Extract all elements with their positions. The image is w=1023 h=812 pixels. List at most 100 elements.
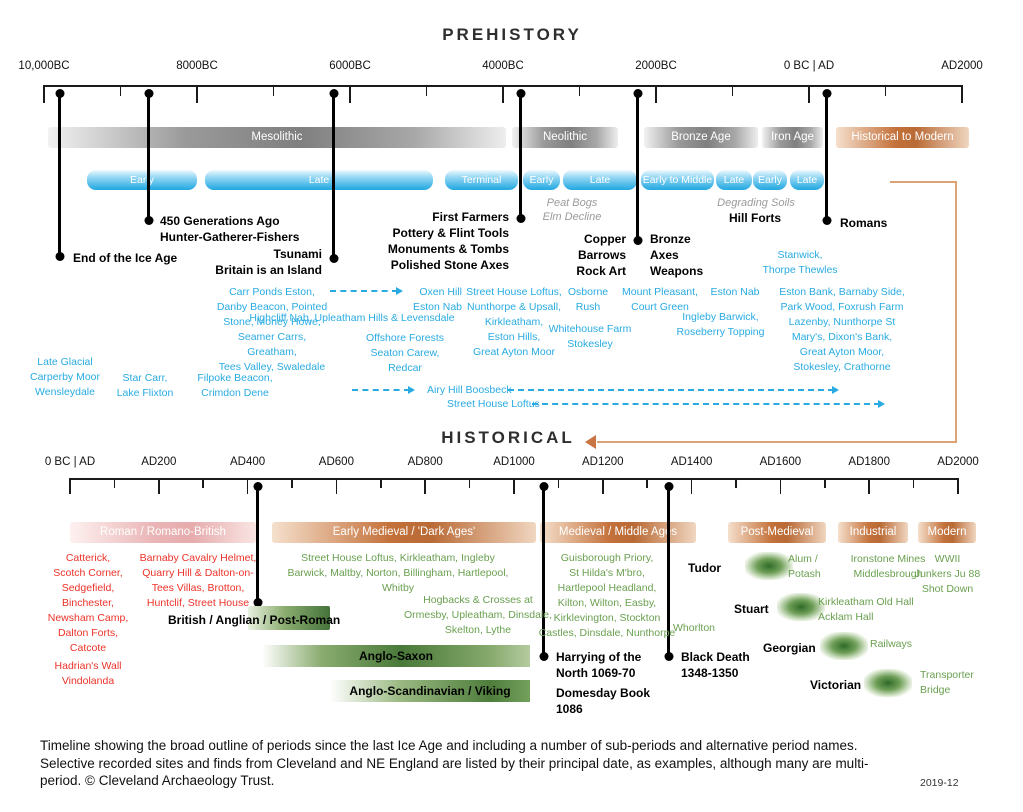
historical-axis-tick (824, 478, 826, 488)
caption-text: Timeline showing the broad outline of pe… (40, 738, 869, 788)
period-bar-roman: Roman / Romano-British (70, 522, 256, 543)
period-bar-historical-to-modern: Historical to Modern (836, 127, 969, 148)
historical-axis-tick (513, 478, 515, 494)
historical-axis-tick (957, 478, 959, 494)
era-label-victorian: Victorian (810, 678, 862, 692)
prehistory-axis-tick (961, 85, 963, 103)
site-label-airy-hill: Airy Hill Boosbeck (427, 384, 512, 396)
site-list-barnaby: Barnaby Cavalry Helmet, Quarry Hill & Da… (139, 552, 257, 609)
historical-axis-tick (779, 478, 782, 494)
historical-axis-tick (246, 478, 249, 494)
event-marker-romans (825, 91, 828, 222)
historical-axis-tick (69, 478, 71, 494)
prehistory-axis-label: 2000BC (635, 60, 677, 72)
historical-axis-tick (646, 478, 648, 488)
historical-axis-label: AD1400 (670, 456, 713, 468)
site-list-whitehouse-farm: Whitehouse Farm Stokesley (548, 323, 632, 350)
site-list-highcliff: Highcliff Nab, Upleatham Hills & Levensd… (249, 312, 455, 324)
period-bar-medieval: Medieval / Middle Ages (540, 522, 696, 543)
site-list-offshore-forests: Offshore Forests Seaton Carew, Redcar (365, 332, 444, 374)
period-bar-post-medieval: Post-Medieval (728, 522, 826, 543)
event-label-first-farmers: First Farmers Pottery & Flint Tools Monu… (387, 210, 509, 272)
period-bar-bronze-age: Bronze Age (644, 127, 758, 148)
dashed-arrow-mesolithic (330, 287, 403, 295)
site-list-hadrians-wall: Hadrian's Wall Vindolanda (54, 660, 122, 687)
connector-right-segment (955, 181, 957, 443)
period-bar-iron-age: Iron Age (762, 127, 823, 148)
site-list-oxen-hill: Oxen Hill Eston Nab (412, 286, 462, 313)
era-bar-viking: Anglo-Scandinavian / Viking (330, 680, 530, 702)
site-list-star-carr: Star Carr, Lake Flixton (116, 372, 174, 399)
prehistory-axis-tick (578, 85, 581, 96)
prehistory-axis-tick (884, 85, 887, 96)
dashed-arrow-airy-hill-left (352, 386, 415, 394)
era-blob-georgian (820, 632, 868, 660)
prehistory-axis-tick (119, 85, 122, 96)
prehistory-axis-label: 0 BC | AD (783, 60, 835, 72)
historical-axis-tick (335, 478, 338, 494)
historical-axis-tick (912, 478, 915, 488)
site-list-eston-bank: Eston Bank, Barnaby Side, Park Wood, Fox… (779, 286, 905, 373)
site-list-stanwick: Stanwick, Thorpe Thewles (762, 249, 838, 276)
historical-axis-tick (158, 478, 160, 494)
site-list-eston-nab: Eston Nab (710, 286, 760, 298)
historical-axis-label: AD200 (141, 456, 177, 468)
subperiod-bar-early-to-middle-bronze: Early to Middle (641, 170, 714, 190)
historical-axis-label: AD1000 (493, 456, 535, 468)
historical-axis-tick (735, 478, 737, 488)
subperiod-bar-terminal-mesolithic: Terminal (445, 170, 518, 190)
historical-axis-label: AD800 (407, 456, 443, 468)
historical-axis-label: AD1200 (582, 456, 624, 468)
subperiod-bar-late-iron: Late (790, 170, 824, 190)
event-label-450-generations: 450 Generations Ago Hunter-Gatherer-Fish… (160, 214, 300, 244)
era-bar-anglo-saxon: Anglo-Saxon (262, 645, 530, 667)
connector-bottom-segment (597, 441, 957, 443)
historical-axis-label: AD1800 (848, 456, 890, 468)
prehistory-axis-tick (196, 85, 198, 103)
prehistory-axis-tick (425, 85, 428, 96)
site-list-ingleby-barwick: Ingleby Barwick, Roseberry Topping (676, 311, 765, 338)
historical-axis-tick (557, 478, 560, 488)
site-list-ironstone: Ironstone Mines Middlesbrough (850, 553, 926, 580)
site-list-street-house-hist: Street House Loftus, Kirkleatham, Ingleb… (287, 552, 509, 594)
historical-axis-tick (202, 478, 204, 488)
event-label-end-of-ice-age: End of the Ice Age (73, 251, 178, 265)
historical-axis-tick (380, 478, 382, 488)
site-list-street-house-loftus: Street House Loftus, Nunthorpe & Upsall,… (466, 286, 562, 358)
event-marker-first-farmers (519, 91, 522, 220)
prehistory-axis-tick (731, 85, 734, 96)
period-bar-mesolithic: Mesolithic (48, 127, 506, 148)
site-list-transporter-bridge: Transporter Bridge (920, 669, 974, 696)
event-label-copper: Copper Barrows Rock Art (576, 232, 626, 278)
site-list-osborne: Osborne Rush (567, 286, 609, 313)
site-list-alum-potash: Alum / Potash (788, 553, 821, 580)
historical-axis-tick (868, 478, 870, 494)
subperiod-bar-late-mesolithic: Late (205, 170, 433, 190)
site-list-guisborough: Guisborough Priory, St Hilda's M'bro, Ha… (538, 552, 676, 639)
historical-axis-tick (291, 478, 293, 488)
historical-axis-label: AD1600 (759, 456, 802, 468)
site-list-filpoke: Filpoke Beacon, Crimdon Dene (197, 372, 273, 399)
site-list-catterick: Catterick, Scotch Corner, Sedgefield, Bi… (47, 552, 129, 654)
site-list-mount-pleasant: Mount Pleasant, Court Green (622, 286, 698, 313)
event-marker-harrying (542, 484, 545, 658)
era-label-georgian: Georgian (763, 641, 816, 655)
historical-axis-label: 0 BC | AD (44, 456, 96, 468)
event-label-hill-forts: Hill Forts (728, 211, 781, 225)
dashed-arrow-street-house (532, 400, 885, 408)
event-label-tsunami: Tsunami Britain is an Island (215, 247, 322, 277)
subperiod-bar-early-iron: Early (753, 170, 787, 190)
prehistory-axis-tick (43, 85, 45, 103)
version-label: 2019-12 (920, 777, 959, 789)
period-bar-industrial: Industrial (838, 522, 908, 543)
site-list-carr-ponds: Carr Ponds Eston, Danby Beacon, Pointed … (216, 286, 328, 373)
historical-axis-label: AD600 (318, 456, 354, 468)
prehistory-axis-tick (808, 85, 810, 103)
period-bar-modern: Modern (918, 522, 976, 543)
prehistory-axis-label: 6000BC (329, 60, 371, 72)
note-degrading-soils: Degrading Soils (717, 197, 795, 209)
event-label-bronze: Bronze Axes Weapons (650, 232, 704, 278)
historical-axis-label: AD2000 (937, 456, 979, 468)
note-peat-bogs: Peat Bogs Elm Decline (542, 197, 602, 223)
